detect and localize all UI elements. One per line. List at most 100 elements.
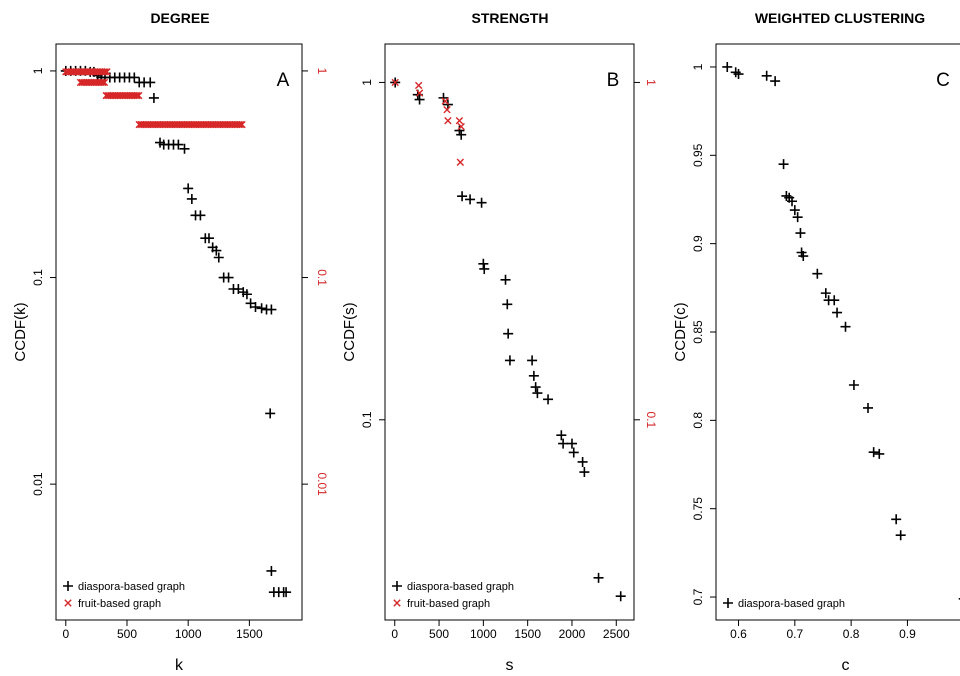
- x-axis-label: c: [842, 657, 850, 674]
- data-point: [441, 97, 449, 105]
- legend-marker: [392, 581, 402, 591]
- data-point: [265, 408, 276, 419]
- data-point: [438, 92, 449, 103]
- data-point: [414, 94, 425, 105]
- data-point: [479, 263, 490, 274]
- series-1: [722, 61, 960, 600]
- legend-label: diaspora-based graph: [78, 581, 185, 593]
- y-tick-label: 0.7: [691, 588, 705, 605]
- chart-panel-3: WEIGHTED CLUSTERING C 0.6 0.7 0.8 0.9 1 0.7 0.75…: [672, 10, 960, 674]
- legend-label: diaspora-based graph: [738, 598, 845, 610]
- data-point: [568, 447, 579, 458]
- data-point: [238, 120, 246, 129]
- y-tick-label: 1: [31, 67, 45, 74]
- data-point: [795, 228, 806, 239]
- x-tick-label: 500: [117, 627, 137, 641]
- data-point: [444, 117, 452, 125]
- x-tick-label: 500: [429, 627, 449, 641]
- x-tick-label: 2000: [559, 627, 586, 641]
- legend-marker: [63, 581, 73, 591]
- data-point: [211, 245, 222, 256]
- data-point: [391, 78, 399, 87]
- data-point: [148, 92, 159, 103]
- data-point: [820, 288, 831, 299]
- y-tick-label: 0.95: [691, 143, 705, 167]
- legend-label: fruit-based graph: [78, 598, 161, 610]
- data-point: [179, 143, 190, 154]
- data-point: [787, 196, 798, 207]
- x-tick-label: 0.7: [786, 627, 803, 641]
- data-point: [868, 447, 879, 458]
- x-tick-label: 0: [391, 627, 398, 641]
- legend-label: fruit-based graph: [407, 598, 490, 610]
- data-point: [761, 70, 772, 81]
- data-point: [415, 89, 424, 97]
- plot-frame: [715, 43, 960, 621]
- data-point: [183, 183, 194, 194]
- data-point: [135, 91, 143, 100]
- y-tick-label: 0.75: [691, 497, 705, 521]
- data-point: [577, 456, 588, 467]
- plot-frame: [384, 43, 635, 621]
- data-point: [213, 252, 224, 263]
- y-axis-label: CCDF(k): [12, 302, 29, 361]
- data-point: [186, 193, 197, 204]
- chart-panel-1: DEGREE A 0 500 1000 1500 1 0.1 0.01 1 0.1 0.01 k CCDF…: [12, 10, 329, 674]
- data-point: [792, 212, 803, 223]
- data-point: [145, 77, 156, 88]
- data-point: [241, 289, 252, 300]
- series-1: [390, 77, 626, 602]
- data-point: [848, 380, 859, 391]
- data-point: [133, 91, 141, 100]
- data-point: [223, 272, 234, 283]
- legend-marker: [64, 599, 72, 607]
- data-point: [456, 129, 467, 140]
- y-tick-label: 0.1: [360, 411, 374, 428]
- data-point: [457, 122, 465, 131]
- legend-label: diaspora-based graph: [407, 581, 514, 593]
- x-tick-label: 0.8: [843, 627, 860, 641]
- data-point: [528, 370, 539, 381]
- data-point: [812, 268, 823, 279]
- y-tick-label: 0.9: [691, 235, 705, 252]
- data-point: [504, 355, 515, 366]
- data-point: [527, 355, 538, 366]
- series-2: [391, 78, 465, 166]
- data-point: [455, 117, 464, 125]
- chart-title: DEGREE: [150, 10, 209, 26]
- right-y-tick-label: 1: [315, 68, 329, 75]
- legend-marker: [393, 599, 401, 607]
- x-tick-label: 1500: [236, 627, 263, 641]
- data-point: [770, 76, 781, 87]
- right-y-tick-label: 0.1: [644, 411, 658, 428]
- right-y-tick-label: 0.01: [315, 472, 329, 496]
- panel-label: A: [277, 70, 290, 91]
- data-point: [532, 388, 543, 399]
- plot-frame: [55, 43, 303, 621]
- panel-label: C: [936, 70, 950, 91]
- series-1: [60, 65, 292, 598]
- y-tick-label: 0.85: [691, 320, 705, 344]
- data-point: [173, 139, 184, 150]
- data-point: [895, 530, 906, 541]
- data-point: [502, 299, 513, 310]
- data-point: [840, 321, 851, 332]
- data-point: [457, 191, 468, 202]
- data-point: [100, 78, 109, 87]
- data-point: [256, 303, 267, 314]
- right-y-tick-label: 0.1: [315, 269, 329, 286]
- data-point: [615, 591, 626, 602]
- data-point: [891, 514, 902, 525]
- y-tick-label: 1: [360, 79, 374, 86]
- y-tick-label: 0.01: [31, 472, 45, 496]
- data-point: [874, 448, 885, 459]
- data-point: [722, 61, 733, 72]
- x-tick-label: 2500: [603, 627, 630, 641]
- x-tick-label: 1500: [514, 627, 541, 641]
- data-point: [456, 158, 465, 166]
- chart-title: WEIGHTED CLUSTERING: [755, 10, 925, 26]
- data-point: [281, 587, 292, 598]
- data-point: [236, 120, 245, 129]
- data-point: [789, 205, 800, 216]
